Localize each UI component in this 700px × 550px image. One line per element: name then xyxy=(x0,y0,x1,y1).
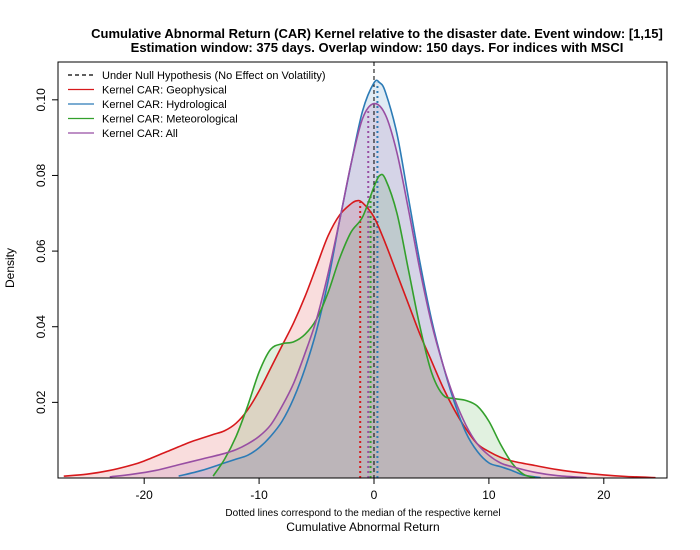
x-axis-label: Cumulative Abnormal Return xyxy=(286,520,439,534)
x-tick-label: 10 xyxy=(482,488,496,502)
x-tick-label: 20 xyxy=(597,488,611,502)
x-tick-label: -20 xyxy=(136,488,154,502)
x-tick-label: -10 xyxy=(250,488,268,502)
y-tick-label: 0.10 xyxy=(34,88,48,112)
legend-label-3: Kernel CAR: Meteorological xyxy=(102,114,238,126)
legend-label-0: Under Null Hypothesis (No Effect on Vola… xyxy=(102,70,326,82)
legend: Under Null Hypothesis (No Effect on Vola… xyxy=(68,70,326,140)
y-tick-label: 0.02 xyxy=(34,390,48,414)
legend-label-1: Kernel CAR: Geophysical xyxy=(102,85,227,97)
kernel-area-0 xyxy=(63,200,656,479)
y-tick-label: 0.06 xyxy=(34,239,48,263)
legend-label-2: Kernel CAR: Hydrological xyxy=(102,99,227,111)
kernel-line-1 xyxy=(178,79,541,479)
plot-frame xyxy=(57,61,668,479)
kernel-line-2 xyxy=(212,173,536,479)
x-tick-label: 0 xyxy=(371,488,378,502)
axes: -20 -10 0 10 20 0.02 0.04 0.06 0.08 0.10 xyxy=(34,61,668,502)
chart-title-line2: Estimation window: 375 days. Overlap win… xyxy=(131,40,624,55)
chart-title-line1: Cumulative Abnormal Return (CAR) Kernel … xyxy=(91,26,663,41)
y-tick-label: 0.04 xyxy=(34,315,48,339)
kernel-area-1 xyxy=(178,80,541,478)
kernel-line-3 xyxy=(109,102,587,479)
x-axis-note: Dotted lines correspond to the median of… xyxy=(225,508,500,519)
y-axis-label: Density xyxy=(3,248,17,288)
legend-label-4: Kernel CAR: All xyxy=(102,128,178,140)
kernel-area-3 xyxy=(109,103,587,478)
kernel-line-0 xyxy=(63,199,656,479)
plot-area xyxy=(63,62,656,479)
y-tick-label: 0.08 xyxy=(34,163,48,187)
